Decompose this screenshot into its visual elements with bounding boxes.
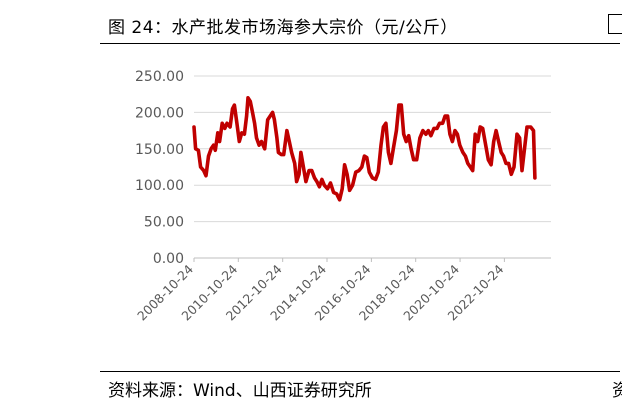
source-divider [100, 371, 620, 372]
figure-caption: 图 24：水产批发市场海参大宗价（元/公斤） [108, 18, 458, 38]
y-tick-label: 0.00 [153, 251, 184, 267]
y-tick-label: 50.00 [144, 215, 184, 231]
adjacent-figure-edge [608, 14, 622, 34]
price-line-chart: 0.0050.00100.00150.00200.00250.002008-10… [134, 69, 551, 323]
adjacent-source-edge: 资 [612, 381, 622, 401]
y-tick-label: 200.00 [135, 105, 184, 121]
price-series-line [192, 95, 537, 202]
caption-divider [100, 43, 620, 44]
y-tick-label: 250.00 [135, 69, 184, 85]
y-tick-label: 150.00 [135, 142, 184, 158]
y-tick-label: 100.00 [135, 178, 184, 194]
source-note: 资料来源：Wind、山西证券研究所 [108, 381, 372, 401]
